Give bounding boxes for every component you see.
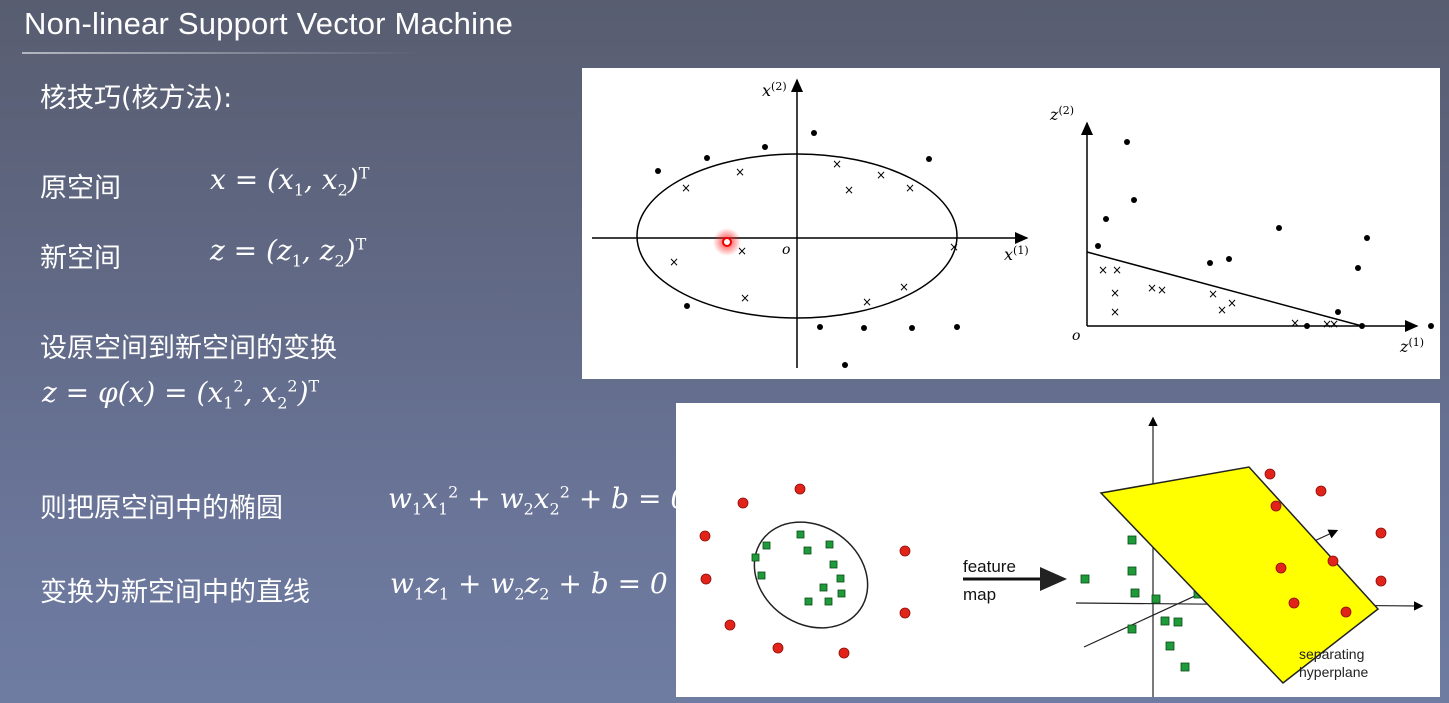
right-origin-label: o (1072, 328, 1080, 344)
svg-text:x(1): x(1) (1004, 244, 1029, 264)
input-negative-squares (751, 530, 846, 606)
feature-positive-circles (1264, 468, 1387, 618)
feature-map-svg: feature map separating hyperplane (699, 416, 1424, 697)
map-label: map (963, 585, 996, 604)
left-crosses: ××× ××× ×× × × ×× (669, 157, 959, 309)
feature-map-figure: feature map separating hyperplane (676, 403, 1440, 697)
feature-label: feature (963, 557, 1016, 576)
original-space-label: 原空间 (40, 173, 121, 204)
ellipse-to-line-figure: x(2) x(1) o × × × × × × × × × × × × z(2) z(1) (582, 68, 1440, 379)
title-underline (22, 52, 422, 54)
svg-text:×: × (899, 280, 909, 294)
original-space-formula: x = (x1, x2)T (210, 163, 370, 200)
left-y-axis-label: x (762, 81, 771, 100)
svg-text:×: × (669, 255, 679, 269)
left-x-axis-label: x (1004, 245, 1013, 264)
line-formula: w1z1 + w2z2 + b = 0 (390, 567, 668, 604)
right-y-axis-sup: (2) (1058, 104, 1074, 117)
svg-text:×: × (1112, 263, 1122, 277)
left-ellipse (636, 153, 958, 319)
heading-kernel-trick: 核技巧(核方法): (40, 83, 233, 114)
separating-label: separating (1299, 646, 1364, 662)
transform-label: 设原空间到新空间的变换 (40, 333, 337, 364)
line-label: 变换为新空间中的直线 (40, 577, 310, 608)
right-dots (1095, 139, 1434, 329)
svg-text:x(2): x(2) (762, 80, 787, 100)
svg-text:×: × (1217, 303, 1227, 317)
svg-text:×: × (1110, 305, 1120, 319)
svg-text:z(1): z(1) (1399, 336, 1424, 356)
hyperplane-label: hyperplane (1299, 664, 1368, 680)
input-space-ellipse (753, 521, 869, 629)
svg-text:×: × (681, 181, 691, 195)
svg-text:×: × (862, 295, 872, 309)
svg-text:×: × (735, 165, 745, 179)
svg-text:×: × (1329, 317, 1339, 331)
left-origin-label: o (782, 242, 790, 258)
svg-text:z(2): z(2) (1049, 104, 1074, 124)
right-crosses: × ×× ×× × ××× × ×× (1098, 263, 1339, 331)
ellipse-to-line-svg: x(2) x(1) o ××× ××× ×× × × ×× z(2) z(1) (592, 78, 1434, 368)
left-x-axis-sup: (1) (1013, 244, 1029, 257)
right-x-axis-label: z (1399, 337, 1409, 356)
svg-text:×: × (737, 244, 747, 258)
new-space-formula: z = (z1, z2)T (210, 234, 367, 271)
ellipse-label: 则把原空间中的椭圆 (40, 493, 283, 524)
svg-text:×: × (1110, 286, 1120, 300)
right-y-axis-label: z (1049, 105, 1059, 124)
left-dots (655, 130, 960, 368)
right-separating-line (1086, 251, 1363, 327)
svg-text:×: × (1098, 263, 1108, 277)
svg-text:×: × (1208, 287, 1218, 301)
right-x-axis-sup: (1) (1408, 336, 1424, 349)
svg-text:×: × (740, 291, 750, 305)
svg-text:×: × (844, 183, 854, 197)
new-space-label: 新空间 (40, 243, 121, 274)
svg-text:×: × (1322, 317, 1332, 331)
ellipse-formula: w1x12 + w2x22 + b = 0 (388, 482, 689, 519)
svg-text:×: × (905, 181, 915, 195)
svg-text:×: × (1227, 296, 1237, 310)
slide-title: Non-linear Support Vector Machine (24, 6, 514, 41)
input-positive-circles (699, 483, 911, 659)
svg-text:×: × (832, 157, 842, 171)
svg-text:×: × (1147, 281, 1157, 295)
svg-text:×: × (949, 240, 959, 254)
svg-text:×: × (1157, 283, 1167, 297)
svg-text:×: × (1290, 316, 1300, 330)
left-y-axis-sup: (2) (771, 80, 787, 93)
separating-hyperplane (1099, 466, 1380, 685)
svg-text:×: × (876, 168, 886, 182)
transform-formula: z = φ(x) = (x12, x22)T (42, 376, 320, 413)
